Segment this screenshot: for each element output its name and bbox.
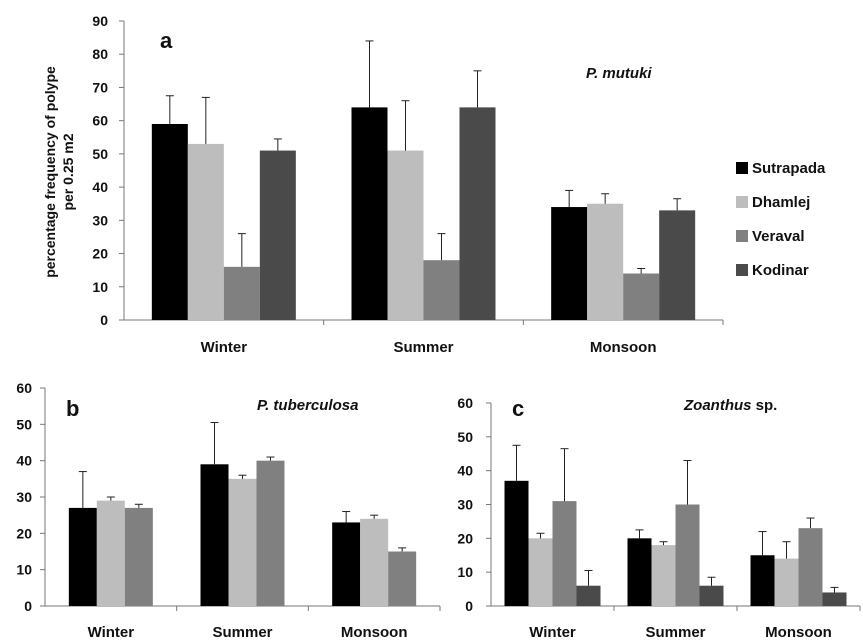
panel-b-species-label: P. tuberculosa	[257, 397, 358, 414]
panel-c-x-category-label: Summer	[645, 624, 705, 641]
panel-a-bar	[623, 273, 660, 320]
panel-a-y-tick-label: 90	[92, 13, 108, 29]
chart-panel-c: c Zoanthus sp. 0 10 20 30 40 50 60 Winter Summer…	[457, 395, 861, 641]
panel-c-bar	[699, 585, 724, 606]
panel-a-bar	[151, 123, 188, 320]
panel-a-y-tick-label: 10	[92, 279, 108, 295]
panel-a-y-tick-label: 20	[92, 246, 108, 262]
legend-label-dhamlej: Dhamlej	[752, 194, 810, 211]
panel-a-plot: 0 10 20 30 40 50 60 70 80 90 Winter Summer Monsoon	[92, 13, 724, 356]
panel-a-bar	[659, 210, 696, 320]
panel-a-y-tick-label: 60	[92, 113, 108, 129]
panel-c-species-label: Zoanthus sp.	[683, 397, 777, 414]
panel-a-bar	[387, 150, 424, 320]
panel-c-y-tick-label: 10	[457, 564, 473, 580]
panel-b-x-category-label: Summer	[212, 624, 272, 641]
panel-c-bar	[798, 528, 823, 606]
panel-a-x-category-label: Winter	[201, 339, 248, 356]
panel-a-y-tick-label: 80	[92, 46, 108, 62]
legend-label-kodinar: Kodinar	[752, 262, 809, 279]
panel-a-y-tick-label: 30	[92, 212, 108, 228]
panel-a-y-tick-label: 50	[92, 146, 108, 162]
panel-c-bar	[576, 585, 601, 606]
panel-c-bar	[627, 538, 652, 606]
legend-swatch-kodinar	[736, 264, 748, 276]
panel-c-y-tick-label: 20	[457, 530, 473, 546]
panel-b-y-tick-label: 30	[16, 489, 32, 505]
legend-label-veraval: Veraval	[752, 228, 805, 245]
panel-b-y-tick-label: 20	[16, 525, 32, 541]
panel-c-bar	[675, 504, 700, 606]
panel-b-bar	[96, 500, 125, 606]
panel-c-y-tick-label: 40	[457, 463, 473, 479]
legend-swatch-dhamlej	[736, 196, 748, 208]
panel-a-bar	[351, 107, 388, 320]
panel-b-bar	[332, 522, 361, 606]
panel-a-bar	[459, 107, 496, 320]
panel-c-bar	[552, 501, 577, 606]
chart-panel-a: a P. mutuki percentage frequency of poly…	[42, 13, 724, 356]
panel-a-bar	[187, 143, 224, 320]
legend: Sutrapada Dhamlej Veraval Kodinar	[736, 160, 826, 279]
panel-a-bar	[587, 203, 624, 320]
panel-c-species-genus: Zoanthus	[683, 397, 752, 414]
panel-b-bar	[228, 478, 257, 606]
panel-a-y-tick-label: 40	[92, 179, 108, 195]
chart-panel-b: b P. tuberculosa 0 10 20 30 40 50 60 Winter Summ…	[16, 380, 441, 641]
panel-b-y-tick-label: 0	[24, 598, 32, 614]
panel-c-y-tick-label: 30	[457, 497, 473, 513]
panel-a-ylabel-line-1: percentage frequency of polype	[42, 66, 58, 278]
panel-a-x-category-label: Monsoon	[590, 339, 657, 356]
panel-c-bar	[504, 480, 529, 606]
panel-c-y-tick-label: 50	[457, 429, 473, 445]
panel-a-bar	[423, 260, 460, 320]
panel-a-bar	[551, 207, 588, 320]
panel-c-letter: c	[512, 396, 524, 421]
panel-a-species-label: P. mutuki	[586, 65, 652, 82]
panel-b-y-tick-label: 60	[16, 380, 32, 396]
panel-a-letter: a	[160, 28, 173, 53]
panel-a-bar	[259, 150, 296, 320]
legend-label-sutrapada: Sutrapada	[752, 160, 826, 177]
panel-b-bar	[68, 507, 97, 606]
panel-b-y-tick-label: 50	[16, 416, 32, 432]
panel-c-bar	[774, 558, 799, 606]
panel-a-y-tick-label: 0	[100, 312, 108, 328]
panel-b-bar	[200, 464, 229, 606]
panel-b-bar	[360, 518, 389, 606]
panel-a-ylabel-line-2: per 0.25 m2	[60, 133, 76, 210]
panel-c-bar	[651, 545, 676, 606]
panel-b-letter: b	[66, 396, 79, 421]
panel-c-bar	[528, 538, 553, 606]
panel-c-plot: 0 10 20 30 40 50 60 Winter Summer Monsoon	[457, 395, 861, 641]
panel-c-y-tick-label: 60	[457, 395, 473, 411]
panel-c-bar	[822, 592, 847, 606]
panel-c-species-suffix: sp.	[752, 397, 778, 414]
panel-c-x-category-label: Winter	[529, 624, 576, 641]
panel-b-bar	[256, 460, 285, 606]
panel-a-y-tick-label: 70	[92, 79, 108, 95]
panel-b-x-category-label: Monsoon	[341, 624, 408, 641]
panel-b-x-category-label: Winter	[88, 624, 135, 641]
panel-b-bar	[388, 551, 417, 606]
panel-b-y-tick-label: 40	[16, 453, 32, 469]
panel-c-x-category-label: Monsoon	[765, 624, 832, 641]
panel-a-bar	[223, 266, 260, 320]
panel-c-bar	[750, 555, 775, 606]
legend-swatch-veraval	[736, 230, 748, 242]
legend-swatch-sutrapada	[736, 162, 748, 174]
panel-b-y-tick-label: 10	[16, 562, 32, 578]
panel-a-x-category-label: Summer	[393, 339, 453, 356]
panel-b-plot: 0 10 20 30 40 50 60 Winter Summer Monsoon	[16, 380, 441, 641]
panel-c-y-tick-label: 0	[465, 598, 473, 614]
panel-b-bar	[124, 507, 153, 606]
